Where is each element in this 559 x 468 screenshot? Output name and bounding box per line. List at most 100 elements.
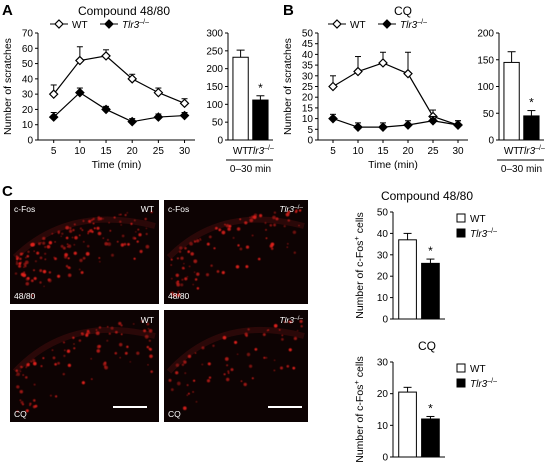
micrograph-ko-cq: Tlr3–/– CQ [164,310,308,422]
panel-letter-a: A [2,2,13,19]
data-point [328,113,338,124]
micrograph-wt-4880-stimulus: 48/80 [14,291,36,301]
cfos-positive-cell [98,344,102,348]
legend-label-wt: WT [470,364,486,375]
cfos-positive-cell [62,246,66,250]
cfos-positive-cell [123,242,127,246]
series-line [332,62,459,126]
cfos-positive-cell [273,211,277,214]
significance-mark: * [258,81,263,95]
y-tick-label: 50 [212,118,224,129]
cfos-positive-cell [39,269,43,273]
cfos-positive-cell [258,213,263,218]
cfos-positive-cell [34,260,37,263]
scale-bar [268,406,302,408]
data-point [353,122,363,133]
category-label-ko: Tlr3–/– [247,145,274,157]
cfos-positive-cell [226,364,229,367]
cfos-positive-cell [67,273,72,277]
cfos-positive-cell [221,230,226,235]
cfos-positive-cell [16,372,20,376]
cfos-positive-cell [139,249,143,254]
cfos-positive-cell [74,235,78,240]
cfos-positive-cell [130,222,133,225]
cfos-positive-cell [31,294,34,297]
cfos-positive-cell [184,372,187,374]
cfos-positive-cell [201,346,205,350]
cfos-positive-cell [193,240,197,243]
data-point [127,74,138,84]
cfos-positive-cell [196,272,200,276]
cfos-positive-cell [189,241,193,246]
micrograph-ko-4880-genotype: Tlr3–/– [279,204,303,214]
cfos-positive-cell [40,241,42,244]
cfos-positive-cell [63,354,66,357]
cfos-positive-cell [52,356,56,360]
x-tick-label: 5 [330,146,336,157]
data-point [101,104,111,115]
cfos-positive-cell [208,376,212,379]
cfos-positive-cell [145,227,148,230]
cfos-positive-cell [186,394,188,396]
cfos-positive-cell [72,228,75,232]
x-tick-label: 10 [352,146,364,157]
cfos-positive-cell [15,262,19,266]
cfos-positive-cell [176,293,181,297]
cfos-positive-cell [124,214,127,217]
cfos-positive-cell [206,379,211,383]
y-tick-label: 5 [307,125,313,136]
cfos-positive-cell [104,241,109,246]
cfos-positive-cell [92,218,94,221]
micrograph-ko-cq-signal [166,319,305,411]
cfos-positive-cell [193,379,196,382]
cfos-positive-cell [44,245,47,249]
cfos-positive-cell [102,237,104,239]
cfos-positive-cell [175,273,179,277]
y-tick-label: 30 [377,250,389,261]
cfos-positive-cell [239,247,243,251]
cfos-positive-cell [28,362,30,365]
cfos-positive-cell [88,219,92,223]
cfos-positive-cell [115,330,118,334]
data-point [328,81,338,92]
y-tick-label: 40 [302,50,314,61]
y-tick-label: 20 [377,389,389,400]
cfos-positive-cell [273,369,276,372]
cfos-positive-cell [279,366,284,370]
bar-chart-C-bar2: 0 10 20 30 * CQ Number of c-Fos+ cells WT Tlr3–/… [352,339,497,464]
cfos-positive-cell [108,332,111,335]
cfos-positive-cell [30,279,34,283]
cfos-positive-cell [16,410,19,413]
cfos-positive-cell [114,351,118,355]
cfos-positive-cell [287,219,291,222]
cfos-positive-cell [19,370,22,373]
cfos-positive-cell [225,377,230,382]
y-axis-label: Number of c-Fos+ cells [352,356,366,463]
cfos-positive-cell [47,278,52,283]
cfos-positive-cell [55,395,58,398]
cfos-positive-cell [120,224,122,226]
category-label-wt: WT [233,146,249,157]
y-tick-label: 0 [27,136,33,147]
data-point [403,120,413,130]
cfos-positive-cell [227,372,230,374]
y-tick-label: 100 [206,100,223,111]
cfos-positive-cell [173,293,176,297]
tissue-edge [12,326,156,374]
cfos-positive-cell [141,320,144,323]
cfos-positive-cell [234,340,238,344]
cfos-positive-cell [300,325,303,328]
cfos-positive-cell [33,250,35,252]
cfos-positive-cell [42,241,46,245]
cfos-positive-cell [263,356,266,359]
cfos-positive-cell [249,218,254,223]
cfos-positive-cell [39,256,43,260]
significance-mark: * [428,401,433,415]
micrograph-wt-4880-genotype-text: WT [141,204,154,214]
cfos-positive-cell [57,274,61,278]
bar-tlr3-ko [523,115,540,141]
series-tlr3-ko [328,113,463,133]
cfos-positive-cell [48,241,53,245]
